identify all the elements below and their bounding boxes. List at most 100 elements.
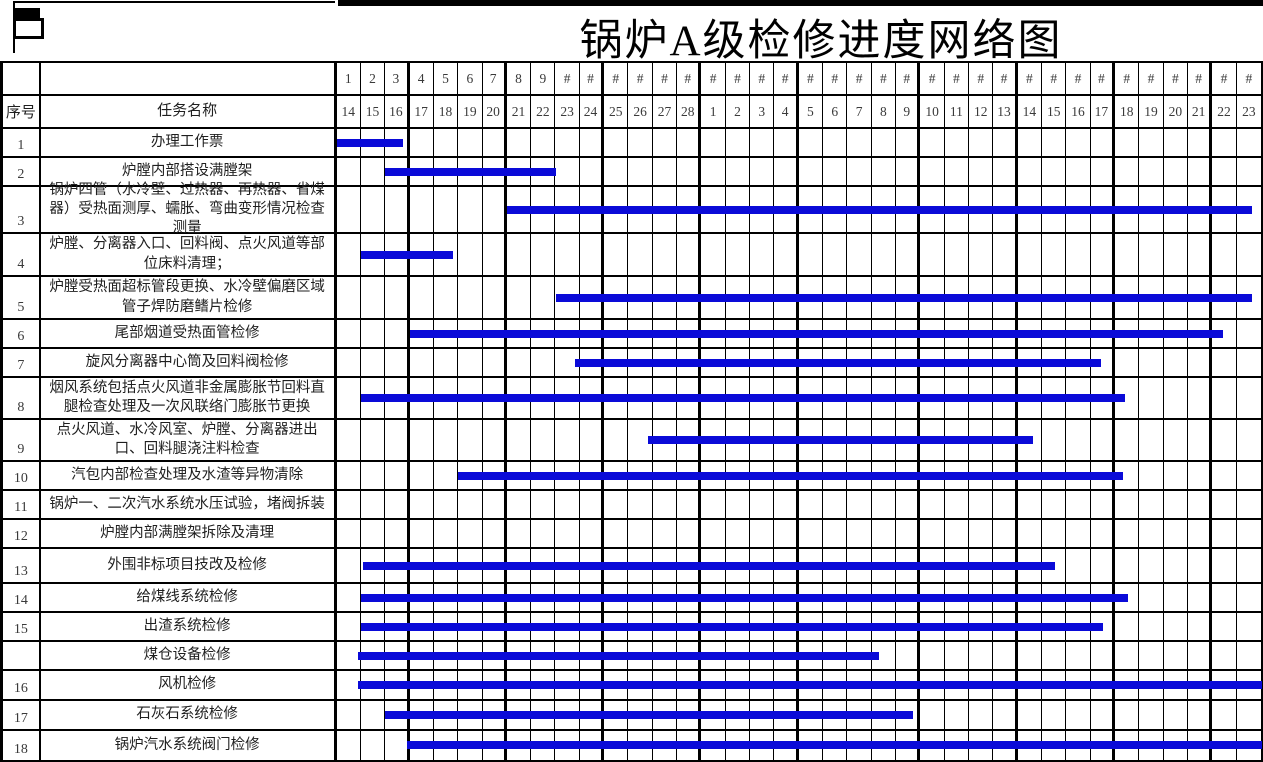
grid-cell xyxy=(726,234,751,275)
grid-cell xyxy=(458,234,483,275)
day-index-cell: 2 xyxy=(361,63,386,94)
grid-cell xyxy=(1237,549,1261,582)
grid-cell xyxy=(1042,642,1067,669)
task-seq: 4 xyxy=(3,234,41,275)
grid-cell xyxy=(1212,234,1237,275)
day-index-cell: # xyxy=(896,63,921,94)
task-row: 10 汽包内部检查处理及水渣等异物清除 xyxy=(3,462,1261,491)
grid-cell xyxy=(1237,420,1261,460)
grid-cell xyxy=(945,234,970,275)
grid-cell xyxy=(507,349,532,376)
grid-cell xyxy=(410,277,434,318)
grid-cell xyxy=(434,491,459,518)
day-index-cell: 4 xyxy=(410,63,434,94)
grid-cell xyxy=(920,234,945,275)
grid-cell xyxy=(434,349,459,376)
grid-cell xyxy=(1115,349,1140,376)
grid-cell xyxy=(1042,491,1067,518)
grid-cell xyxy=(483,187,507,232)
grid-cell xyxy=(1164,701,1189,729)
grid-cell xyxy=(1042,420,1067,460)
date-cell: 1 xyxy=(701,96,726,127)
grid-cell xyxy=(483,129,507,156)
icon-box xyxy=(13,18,44,39)
grid-cell xyxy=(458,187,483,232)
task-name-header: 任务名称 xyxy=(41,96,337,127)
grid-cell xyxy=(361,187,386,232)
grid-cell xyxy=(434,129,459,156)
grid-cell xyxy=(361,420,386,460)
gantt-bar xyxy=(360,250,454,259)
grid-cell xyxy=(872,129,897,156)
grid-cell xyxy=(1066,701,1091,729)
grid-cell xyxy=(1115,520,1140,547)
task-seq: 15 xyxy=(3,613,41,640)
task-row: 9 点火风道、水冷风室、炉膛、分离器进出口、回料腿浇注料检查 xyxy=(3,420,1261,462)
task-row: 2 炉膛内部搭设满膛架 xyxy=(3,158,1261,187)
date-cell: 8 xyxy=(872,96,897,127)
grid-cell xyxy=(653,491,678,518)
task-seq: 5 xyxy=(3,277,41,318)
grid-cell xyxy=(1212,129,1237,156)
grid-cell xyxy=(750,520,775,547)
grid-cell xyxy=(969,129,994,156)
grid-cell xyxy=(580,129,605,156)
date-cell: 28 xyxy=(677,96,702,127)
grid-cell xyxy=(774,520,799,547)
grid-cell xyxy=(483,491,507,518)
grid-cell xyxy=(410,462,434,489)
header-row-dates: 序号 任务名称 14 15 16 17 18 19 20 21 22 23 24 25 26 27 28 1 2… xyxy=(3,96,1261,129)
grid-cell xyxy=(337,277,361,318)
date-cell: 16 xyxy=(385,96,410,127)
date-cell: 27 xyxy=(653,96,678,127)
date-cell: 12 xyxy=(969,96,994,127)
task-timeline xyxy=(337,349,1261,376)
grid-cell xyxy=(361,491,386,518)
grid-cell xyxy=(628,129,653,156)
grid-cell xyxy=(701,234,726,275)
day-index-cell: 1 xyxy=(337,63,361,94)
grid-cell xyxy=(896,520,921,547)
grid-cell xyxy=(1212,349,1237,376)
grid-cell xyxy=(1115,549,1140,582)
date-cell: 9 xyxy=(896,96,921,127)
task-timeline xyxy=(337,462,1261,489)
gantt-bar xyxy=(385,167,556,176)
grid-cell xyxy=(653,129,678,156)
date-cells: 14 15 16 17 18 19 20 21 22 23 24 25 26 27 28 1 2 3 4 5 6 7 8 9 1… xyxy=(337,96,1261,127)
day-index-cell: # xyxy=(580,63,605,94)
grid-cell xyxy=(945,158,970,185)
grid-cell xyxy=(1164,520,1189,547)
grid-cell xyxy=(1139,491,1164,518)
grid-cell xyxy=(1164,584,1189,611)
grid-cell xyxy=(1237,349,1261,376)
gantt-bar xyxy=(409,329,1223,338)
grid-cell xyxy=(1212,320,1237,347)
day-index-cell: # xyxy=(993,63,1018,94)
date-cell: 19 xyxy=(458,96,483,127)
day-index-cell: # xyxy=(1188,63,1213,94)
grid-cell xyxy=(701,129,726,156)
grid-cell xyxy=(483,420,507,460)
task-seq: 7 xyxy=(3,349,41,376)
gantt-bar xyxy=(336,138,404,147)
grid-cell xyxy=(1164,378,1189,418)
grid-cell xyxy=(726,158,751,185)
task-seq: 11 xyxy=(3,491,41,518)
grid-cell xyxy=(750,491,775,518)
grid-cell xyxy=(1042,701,1067,729)
grid-cell xyxy=(1091,613,1116,640)
grid-cell xyxy=(1237,378,1261,418)
grid-cell xyxy=(385,420,410,460)
date-cell: 6 xyxy=(823,96,848,127)
grid-cell xyxy=(337,642,361,669)
grid-cell xyxy=(337,671,361,699)
grid-cell xyxy=(385,520,410,547)
grid-cell xyxy=(385,462,410,489)
date-cell: 18 xyxy=(434,96,459,127)
grid-cell xyxy=(1237,613,1261,640)
grid-cell xyxy=(434,187,459,232)
grid-cell xyxy=(847,520,872,547)
day-index-cell: # xyxy=(677,63,702,94)
day-index-cell: # xyxy=(1066,63,1091,94)
